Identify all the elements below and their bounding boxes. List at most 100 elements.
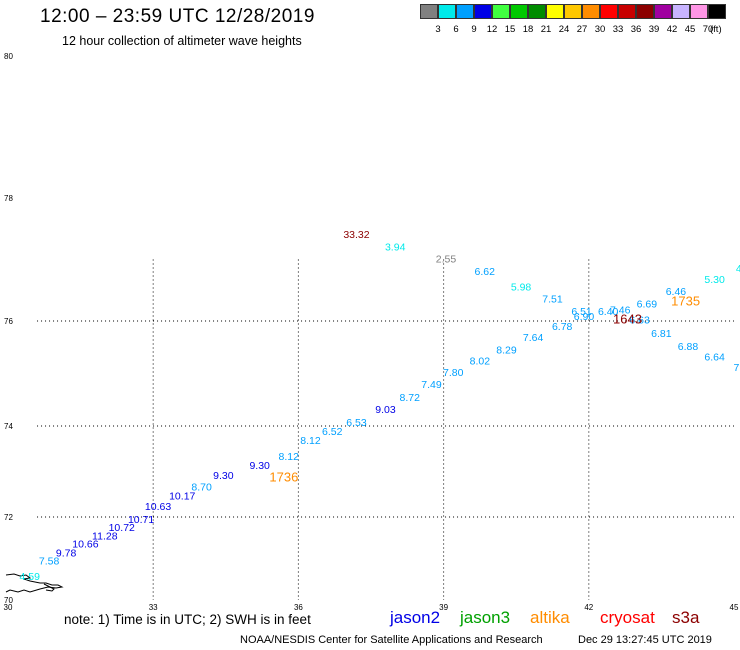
legend-altika: altika (530, 608, 570, 627)
colorbar-swatch (420, 4, 438, 19)
colorbar-swatch (636, 4, 654, 19)
wave-height-value: 9.78 (56, 547, 77, 559)
colorbar-swatch (618, 4, 636, 19)
coastline-path (43, 583, 55, 592)
wave-height-value: 9.30 (213, 470, 234, 482)
wave-height-value: 9.03 (375, 404, 396, 416)
colorbar-swatch (708, 4, 726, 19)
colorbar-label: 21 (540, 24, 552, 35)
colorbar-label: 27 (576, 24, 588, 35)
colorbar-swatch (654, 4, 672, 19)
lat-tick-label: 78 (4, 194, 13, 203)
wave-height-value: 6.40 (598, 306, 619, 318)
legend-jason2: jason2 (390, 608, 441, 627)
wave-height-value: 6.88 (678, 341, 699, 353)
colorbar-label: 24 (558, 24, 570, 35)
colorbar-swatch (690, 4, 708, 19)
colorbar-swatch (528, 4, 546, 19)
credit-text: NOAA/NESDIS Center for Satellite Applica… (240, 634, 543, 646)
legend-s3a: s3a (672, 608, 700, 627)
colorbar-label: 33 (612, 24, 624, 35)
wave-height-value: 11.28 (92, 530, 118, 542)
colorbar-label: 42 (666, 24, 678, 35)
legend-jason3: jason3 (460, 608, 511, 627)
colorbar-label: 6 (453, 24, 459, 35)
wave-height-value: 10.63 (145, 501, 171, 513)
wave-height-value: 6.78 (552, 321, 573, 333)
coastline-path (5, 573, 64, 593)
colorbar-label: 70 (702, 24, 714, 35)
colorbar-label: 45 (684, 24, 696, 35)
wave-height-value: 6.51 (571, 306, 592, 318)
wave-height-value: 10.72 (109, 522, 135, 534)
wave-height-value: 7.46 (610, 305, 631, 317)
wave-height-observations: 4.59 7.589.7810.6611.2810.7210.7110.6310.… (20, 229, 740, 583)
wave-height-value: 3.94 (385, 241, 406, 253)
colorbar-label: 36 (630, 24, 642, 35)
colorbar-swatch (474, 4, 492, 19)
wave-height-value: 9.30 (249, 460, 270, 472)
lat-lon-grid (37, 259, 734, 600)
lat-tick-label: 76 (4, 317, 13, 326)
colorbar-swatch (672, 4, 690, 19)
lon-tick-label: 45 (730, 603, 739, 612)
wave-height-value: 10.66 (72, 538, 98, 550)
coastline (5, 573, 64, 593)
map-subtitle: 12 hour collection of altimeter wave hei… (62, 34, 302, 48)
colorbar-swatch (564, 4, 582, 19)
wave-height-value: 4 (736, 263, 740, 275)
wave-height-value: 5.30 (704, 274, 725, 286)
colorbar-swatch (456, 4, 474, 19)
wave-height-value: 8.12 (300, 435, 321, 447)
wave-height-value: 8.02 (470, 356, 491, 368)
units-note: note: 1) Time is in UTC; 2) SWH is in fe… (64, 612, 311, 627)
wave-height-value: 6.62 (475, 266, 496, 278)
wave-height-value: 7 (733, 362, 739, 374)
wave-height-value: 2.55 (436, 254, 457, 266)
wave-height-value: 7.58 (39, 555, 60, 567)
wave-height-value: 5.98 (511, 281, 532, 293)
wave-height-value: 10.17 (169, 491, 195, 503)
colorbar-label: 18 (522, 24, 534, 35)
colorbar-label: 12 (486, 24, 498, 35)
legend-cryosat: cryosat (600, 608, 655, 627)
colorbar-label: 3 (435, 24, 441, 35)
pass-time-label: 1736 (269, 470, 298, 485)
wave-height-value: 7.64 (523, 332, 544, 344)
colorbar-label: 15 (504, 24, 516, 35)
map-title: 12:00 – 23:59 UTC 12/28/2019 (40, 6, 315, 27)
wave-height-value: 7.49 (421, 379, 442, 391)
colorbar-swatch (438, 4, 456, 19)
wave-height-value: 4.59 (20, 571, 41, 583)
wave-height-value: 6.64 (704, 351, 725, 363)
colorbar-swatch (582, 4, 600, 19)
wave-height-value: 10.71 (128, 514, 154, 526)
lat-tick-label: 72 (4, 513, 13, 522)
lon-tick-label: 36 (294, 603, 303, 612)
wave-height-value: 8.29 (496, 345, 517, 357)
wave-height-value: 8.12 (279, 451, 300, 463)
wave-height-value: 6.81 (651, 328, 672, 340)
wave-height-value: 6.90 (574, 311, 595, 323)
wave-height-value: 7.51 (542, 294, 563, 306)
wave-height-value: 6.46 (666, 286, 687, 298)
wave-height-value: 6.52 (322, 426, 343, 438)
pass-time-label: 1643 (613, 312, 642, 327)
wave-height-value: 6.63 (629, 315, 650, 327)
timestamp-text: Dec 29 13:27:45 UTC 2019 (578, 634, 712, 646)
lat-tick-label: 80 (4, 52, 13, 61)
lon-tick-label: 30 (4, 603, 13, 612)
colorbar-swatch (492, 4, 510, 19)
wave-height-value: 8.72 (400, 392, 421, 404)
colorbar-swatch (546, 4, 564, 19)
colorbar-label: 30 (594, 24, 606, 35)
lon-tick-label: 42 (584, 603, 593, 612)
lat-tick-label: 74 (4, 422, 13, 431)
colorbar-label: 9 (471, 24, 477, 35)
pass-time-labels: 1736 1643 1735 (269, 294, 700, 485)
wave-height-value: 6.53 (346, 417, 367, 429)
wave-height-value: 33.32 (343, 229, 369, 241)
wave-height-value: 7.80 (443, 367, 464, 379)
